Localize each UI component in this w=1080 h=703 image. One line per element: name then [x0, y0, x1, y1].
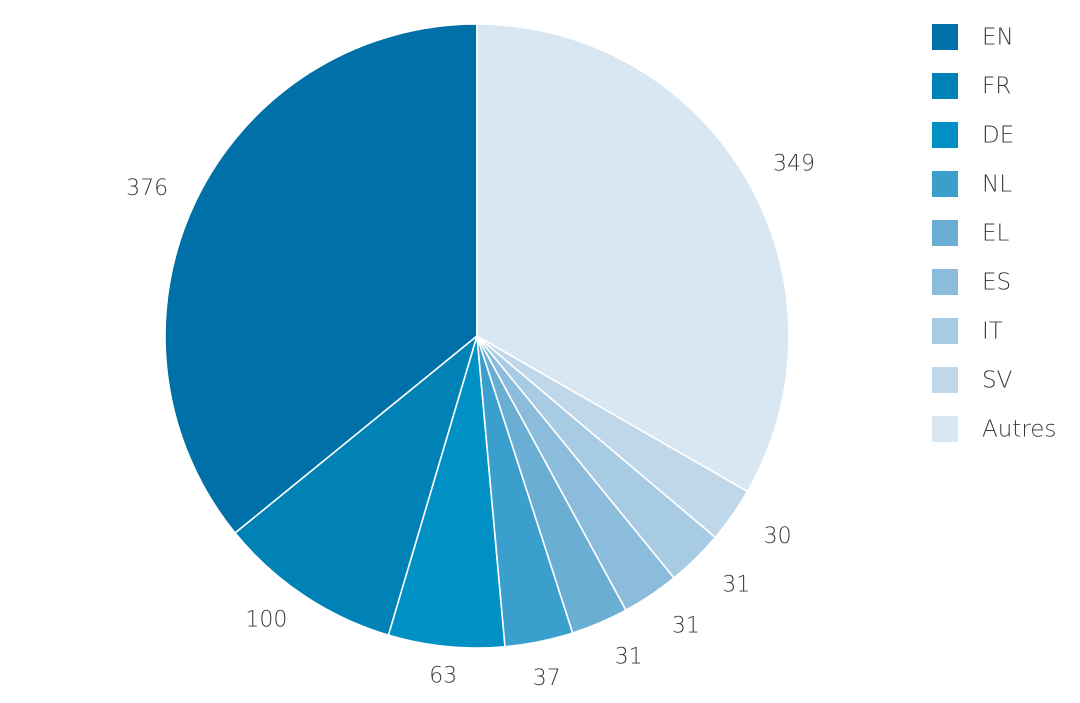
- legend-label-de: DE: [982, 123, 1014, 149]
- legend-label-autres: Autres: [982, 417, 1056, 443]
- data-label-en: 376: [126, 176, 168, 201]
- legend-label-en: EN: [982, 25, 1014, 51]
- legend-swatch-nl: [932, 171, 958, 197]
- data-label-it: 31: [722, 573, 750, 598]
- legend: EN FR DE NL EL ES IT SV Autres: [932, 24, 1056, 443]
- legend-swatch-en: [932, 24, 958, 50]
- pie-slice-autres: [476, 23, 790, 493]
- data-label-de: 63: [429, 663, 457, 688]
- pie-slice-de: [387, 335, 506, 649]
- legend-label-fr: FR: [982, 74, 1011, 100]
- legend-swatch-it: [932, 318, 958, 344]
- legend-swatch-es: [932, 269, 958, 295]
- data-label-nl: 37: [533, 666, 561, 691]
- legend-swatch-autres: [932, 416, 958, 442]
- legend-label-el: EL: [982, 221, 1010, 247]
- legend-swatch-el: [932, 220, 958, 246]
- legend-label-es: ES: [982, 270, 1011, 296]
- legend-label-nl: NL: [982, 172, 1012, 198]
- legend-swatch-de: [932, 122, 958, 148]
- data-label-autres: 349: [773, 152, 815, 177]
- data-label-sv: 30: [764, 524, 792, 549]
- data-label-fr: 100: [245, 608, 287, 633]
- pie-data-labels: 376 100 63 37 31 31 31 30 349: [126, 152, 815, 691]
- data-label-es: 31: [672, 614, 700, 639]
- legend-swatch-sv: [932, 367, 958, 393]
- legend-swatch-fr: [932, 73, 958, 99]
- pie-slice-fr: [233, 333, 479, 637]
- pie-slices: [164, 23, 790, 649]
- pie-slice-en: [164, 23, 478, 535]
- legend-label-sv: SV: [982, 368, 1012, 394]
- data-label-el: 31: [615, 645, 643, 670]
- legend-label-it: IT: [982, 319, 1003, 345]
